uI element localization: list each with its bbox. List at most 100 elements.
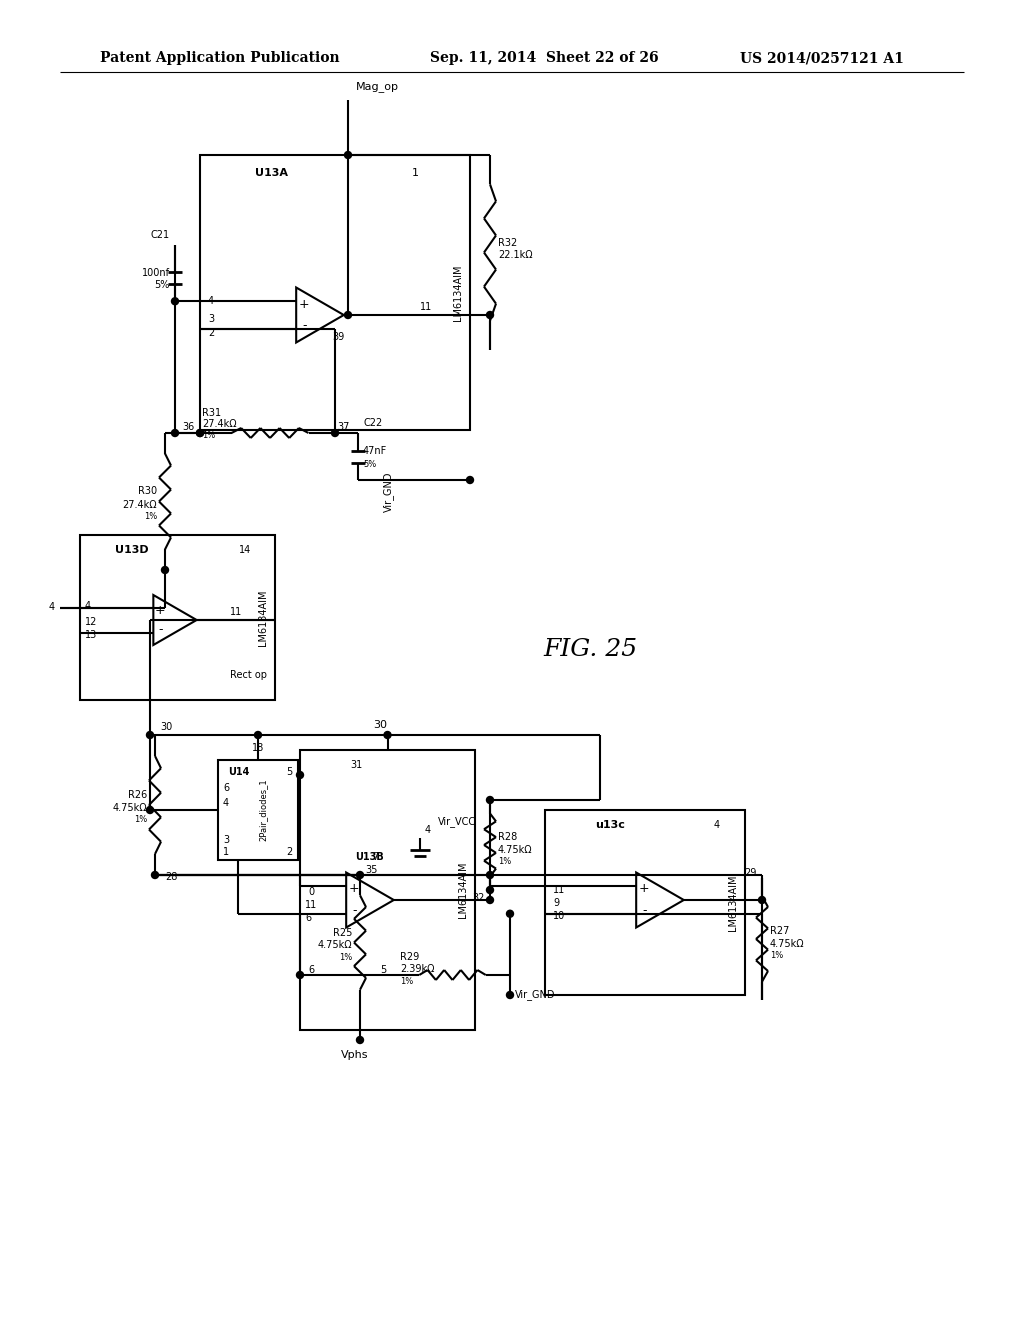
Text: 18: 18 (252, 743, 264, 752)
Text: LM6134AIM: LM6134AIM (458, 862, 468, 919)
Text: R29: R29 (400, 952, 419, 962)
Circle shape (197, 429, 204, 437)
Text: 4.75kΩ: 4.75kΩ (770, 939, 805, 949)
Text: R31: R31 (202, 408, 221, 418)
Text: US 2014/0257121 A1: US 2014/0257121 A1 (740, 51, 904, 65)
Text: Vir_GND: Vir_GND (383, 471, 393, 512)
Circle shape (197, 429, 204, 437)
Text: R25: R25 (333, 928, 352, 937)
Bar (218, 760, 298, 861)
Text: 100nf: 100nf (142, 268, 170, 277)
Circle shape (486, 871, 494, 879)
Text: R26: R26 (128, 789, 147, 800)
Circle shape (384, 731, 391, 738)
Text: 3: 3 (208, 314, 214, 323)
Text: 22.1kΩ: 22.1kΩ (498, 251, 532, 260)
Text: 4: 4 (223, 799, 229, 808)
Text: 5: 5 (380, 965, 386, 975)
Text: 5%: 5% (155, 281, 170, 290)
Text: 14: 14 (239, 545, 251, 554)
Circle shape (162, 566, 169, 573)
Text: 30: 30 (160, 722, 172, 733)
Circle shape (297, 771, 303, 779)
Circle shape (152, 871, 159, 879)
Circle shape (507, 991, 513, 998)
Text: R27: R27 (770, 927, 790, 936)
Text: 6: 6 (223, 783, 229, 793)
Text: C22: C22 (362, 418, 382, 428)
Text: 9: 9 (553, 898, 559, 908)
Text: FIG. 25: FIG. 25 (543, 639, 637, 661)
Text: 1: 1 (412, 168, 419, 178)
Text: 36: 36 (182, 422, 195, 432)
Circle shape (467, 477, 473, 483)
Text: Vir_VCC: Vir_VCC (438, 817, 476, 828)
Text: 28: 28 (165, 873, 177, 882)
Text: 5%: 5% (362, 459, 376, 469)
Text: 4: 4 (208, 296, 214, 306)
Text: 37: 37 (337, 422, 349, 432)
Text: 6: 6 (308, 965, 314, 975)
Text: 1%: 1% (143, 512, 157, 521)
Circle shape (332, 429, 339, 437)
Circle shape (486, 887, 494, 894)
Circle shape (344, 312, 351, 318)
Text: 1%: 1% (498, 858, 511, 866)
Text: U13A: U13A (255, 168, 288, 178)
Text: 2: 2 (208, 327, 214, 338)
Text: 4: 4 (714, 820, 720, 830)
Text: +: + (155, 603, 166, 616)
Text: 1%: 1% (134, 816, 147, 825)
Text: 4.75kΩ: 4.75kΩ (317, 940, 352, 950)
Text: R28: R28 (498, 832, 517, 842)
Text: Rect op: Rect op (230, 671, 267, 680)
Text: Vphs: Vphs (341, 1049, 369, 1060)
Bar (80, 535, 275, 700)
Text: U13D: U13D (115, 545, 148, 554)
Text: 10: 10 (553, 911, 565, 921)
Text: Patent Application Publication: Patent Application Publication (100, 51, 340, 65)
Text: u13c: u13c (595, 820, 625, 830)
Circle shape (146, 807, 154, 813)
Text: 4: 4 (85, 601, 91, 611)
Text: 4.75kΩ: 4.75kΩ (113, 803, 147, 813)
Text: 32: 32 (473, 894, 485, 903)
Circle shape (356, 871, 364, 879)
Text: 4.75kΩ: 4.75kΩ (498, 845, 532, 855)
Text: C21: C21 (151, 230, 170, 240)
Text: 4: 4 (49, 602, 55, 612)
Circle shape (344, 152, 351, 158)
Text: 7: 7 (372, 853, 378, 862)
Text: Vir_GND: Vir_GND (515, 990, 555, 1001)
Text: 12: 12 (85, 616, 97, 627)
Text: 11: 11 (230, 607, 243, 616)
Text: 13: 13 (85, 630, 97, 640)
Text: Sep. 11, 2014  Sheet 22 of 26: Sep. 11, 2014 Sheet 22 of 26 (430, 51, 658, 65)
Text: +: + (299, 297, 309, 310)
Text: LM6134AIM: LM6134AIM (258, 589, 268, 645)
Circle shape (146, 731, 154, 738)
Text: 1%: 1% (770, 952, 783, 961)
Circle shape (507, 911, 513, 917)
Circle shape (486, 896, 494, 903)
Text: -: - (352, 904, 356, 917)
Text: 1%: 1% (202, 430, 215, 440)
Bar (545, 810, 745, 995)
Circle shape (486, 312, 494, 318)
Text: 3: 3 (223, 836, 229, 845)
Text: +: + (349, 883, 359, 895)
Text: 6: 6 (305, 913, 311, 923)
Text: R32: R32 (498, 238, 517, 248)
Circle shape (171, 429, 178, 437)
Circle shape (171, 298, 178, 305)
Text: 35: 35 (365, 865, 378, 875)
Text: 31: 31 (350, 760, 362, 770)
Circle shape (759, 896, 766, 903)
Text: -: - (302, 319, 306, 333)
Text: 5: 5 (286, 767, 292, 777)
Text: 1%: 1% (339, 953, 352, 962)
Text: +: + (639, 883, 649, 895)
Text: 1%: 1% (400, 977, 414, 986)
Bar (300, 750, 475, 1030)
Text: 47nF: 47nF (362, 446, 387, 457)
